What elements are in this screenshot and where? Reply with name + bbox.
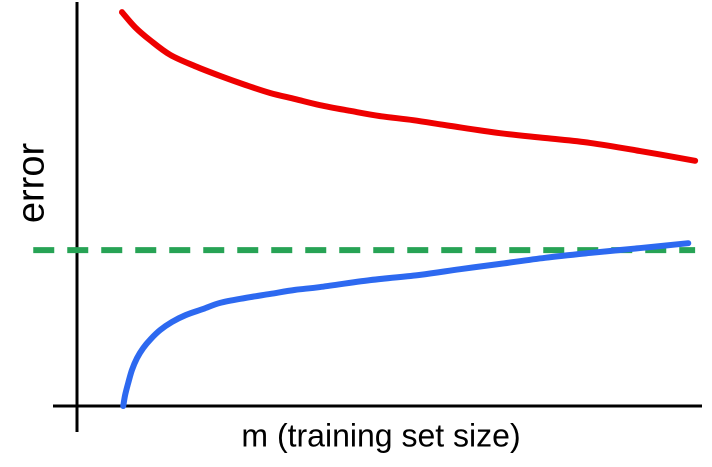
- blue-curve: [120, 240, 692, 409]
- red-curve: [119, 9, 699, 164]
- y-axis-label: error: [10, 142, 53, 224]
- x-axis-label: m (training set size): [241, 417, 521, 454]
